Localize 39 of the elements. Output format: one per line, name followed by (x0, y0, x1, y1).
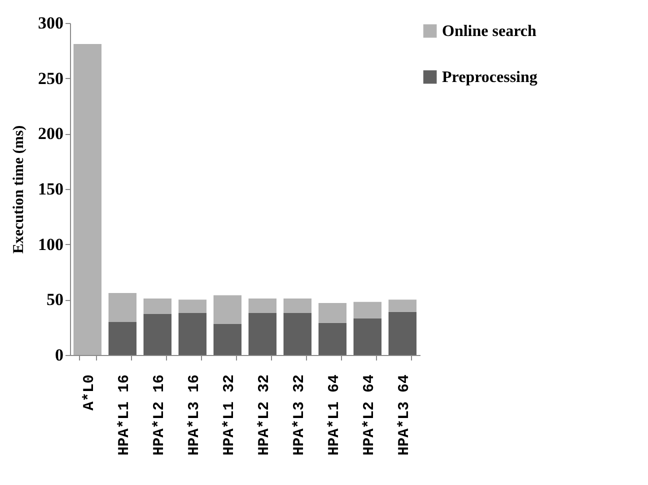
bar (214, 324, 242, 355)
x-tick-label: HPA*L1 32 (221, 374, 238, 456)
bar (144, 314, 172, 355)
bar (354, 302, 382, 318)
bar (284, 312, 312, 355)
x-tick-label: HPA*L3 32 (291, 374, 308, 456)
y-tick-label: 250 (38, 68, 64, 88)
bar (248, 298, 276, 313)
x-tick-label: HPA*L3 64 (396, 374, 413, 456)
y-tick-label: 50 (46, 290, 64, 310)
legend-label: Preprocessing (442, 69, 538, 86)
bar (178, 300, 206, 313)
bar (108, 322, 136, 355)
bar (354, 318, 382, 355)
x-tick-label: HPA*L2 16 (151, 374, 168, 456)
x-tick-label: HPA*L2 32 (256, 374, 273, 456)
y-tick-label: 100 (38, 234, 64, 254)
y-tick-label: 0 (55, 346, 64, 364)
y-tick-label: 150 (38, 180, 64, 198)
bar (144, 298, 172, 314)
y-tick-label: 300 (38, 14, 64, 32)
y-axis-title: Execution time (ms) (11, 125, 27, 254)
y-tick-label: 200 (38, 124, 64, 144)
bar (318, 302, 346, 323)
x-tick-label: HPA*L1 64 (326, 374, 343, 456)
x-tick-label: HPA*L3 16 (186, 374, 203, 456)
x-tick-label: HPA*L1 16 (116, 374, 133, 456)
bar (318, 322, 346, 355)
bar (214, 295, 242, 324)
x-tick-label: A*L0 (81, 374, 98, 411)
bar (388, 312, 416, 355)
bar (388, 300, 416, 312)
bar (108, 293, 136, 322)
bar (74, 44, 102, 355)
bar (284, 298, 312, 313)
legend-label: Online search (442, 23, 536, 40)
bar (248, 312, 276, 355)
bar (178, 312, 206, 355)
x-tick-label: HPA*L2 64 (361, 374, 378, 456)
